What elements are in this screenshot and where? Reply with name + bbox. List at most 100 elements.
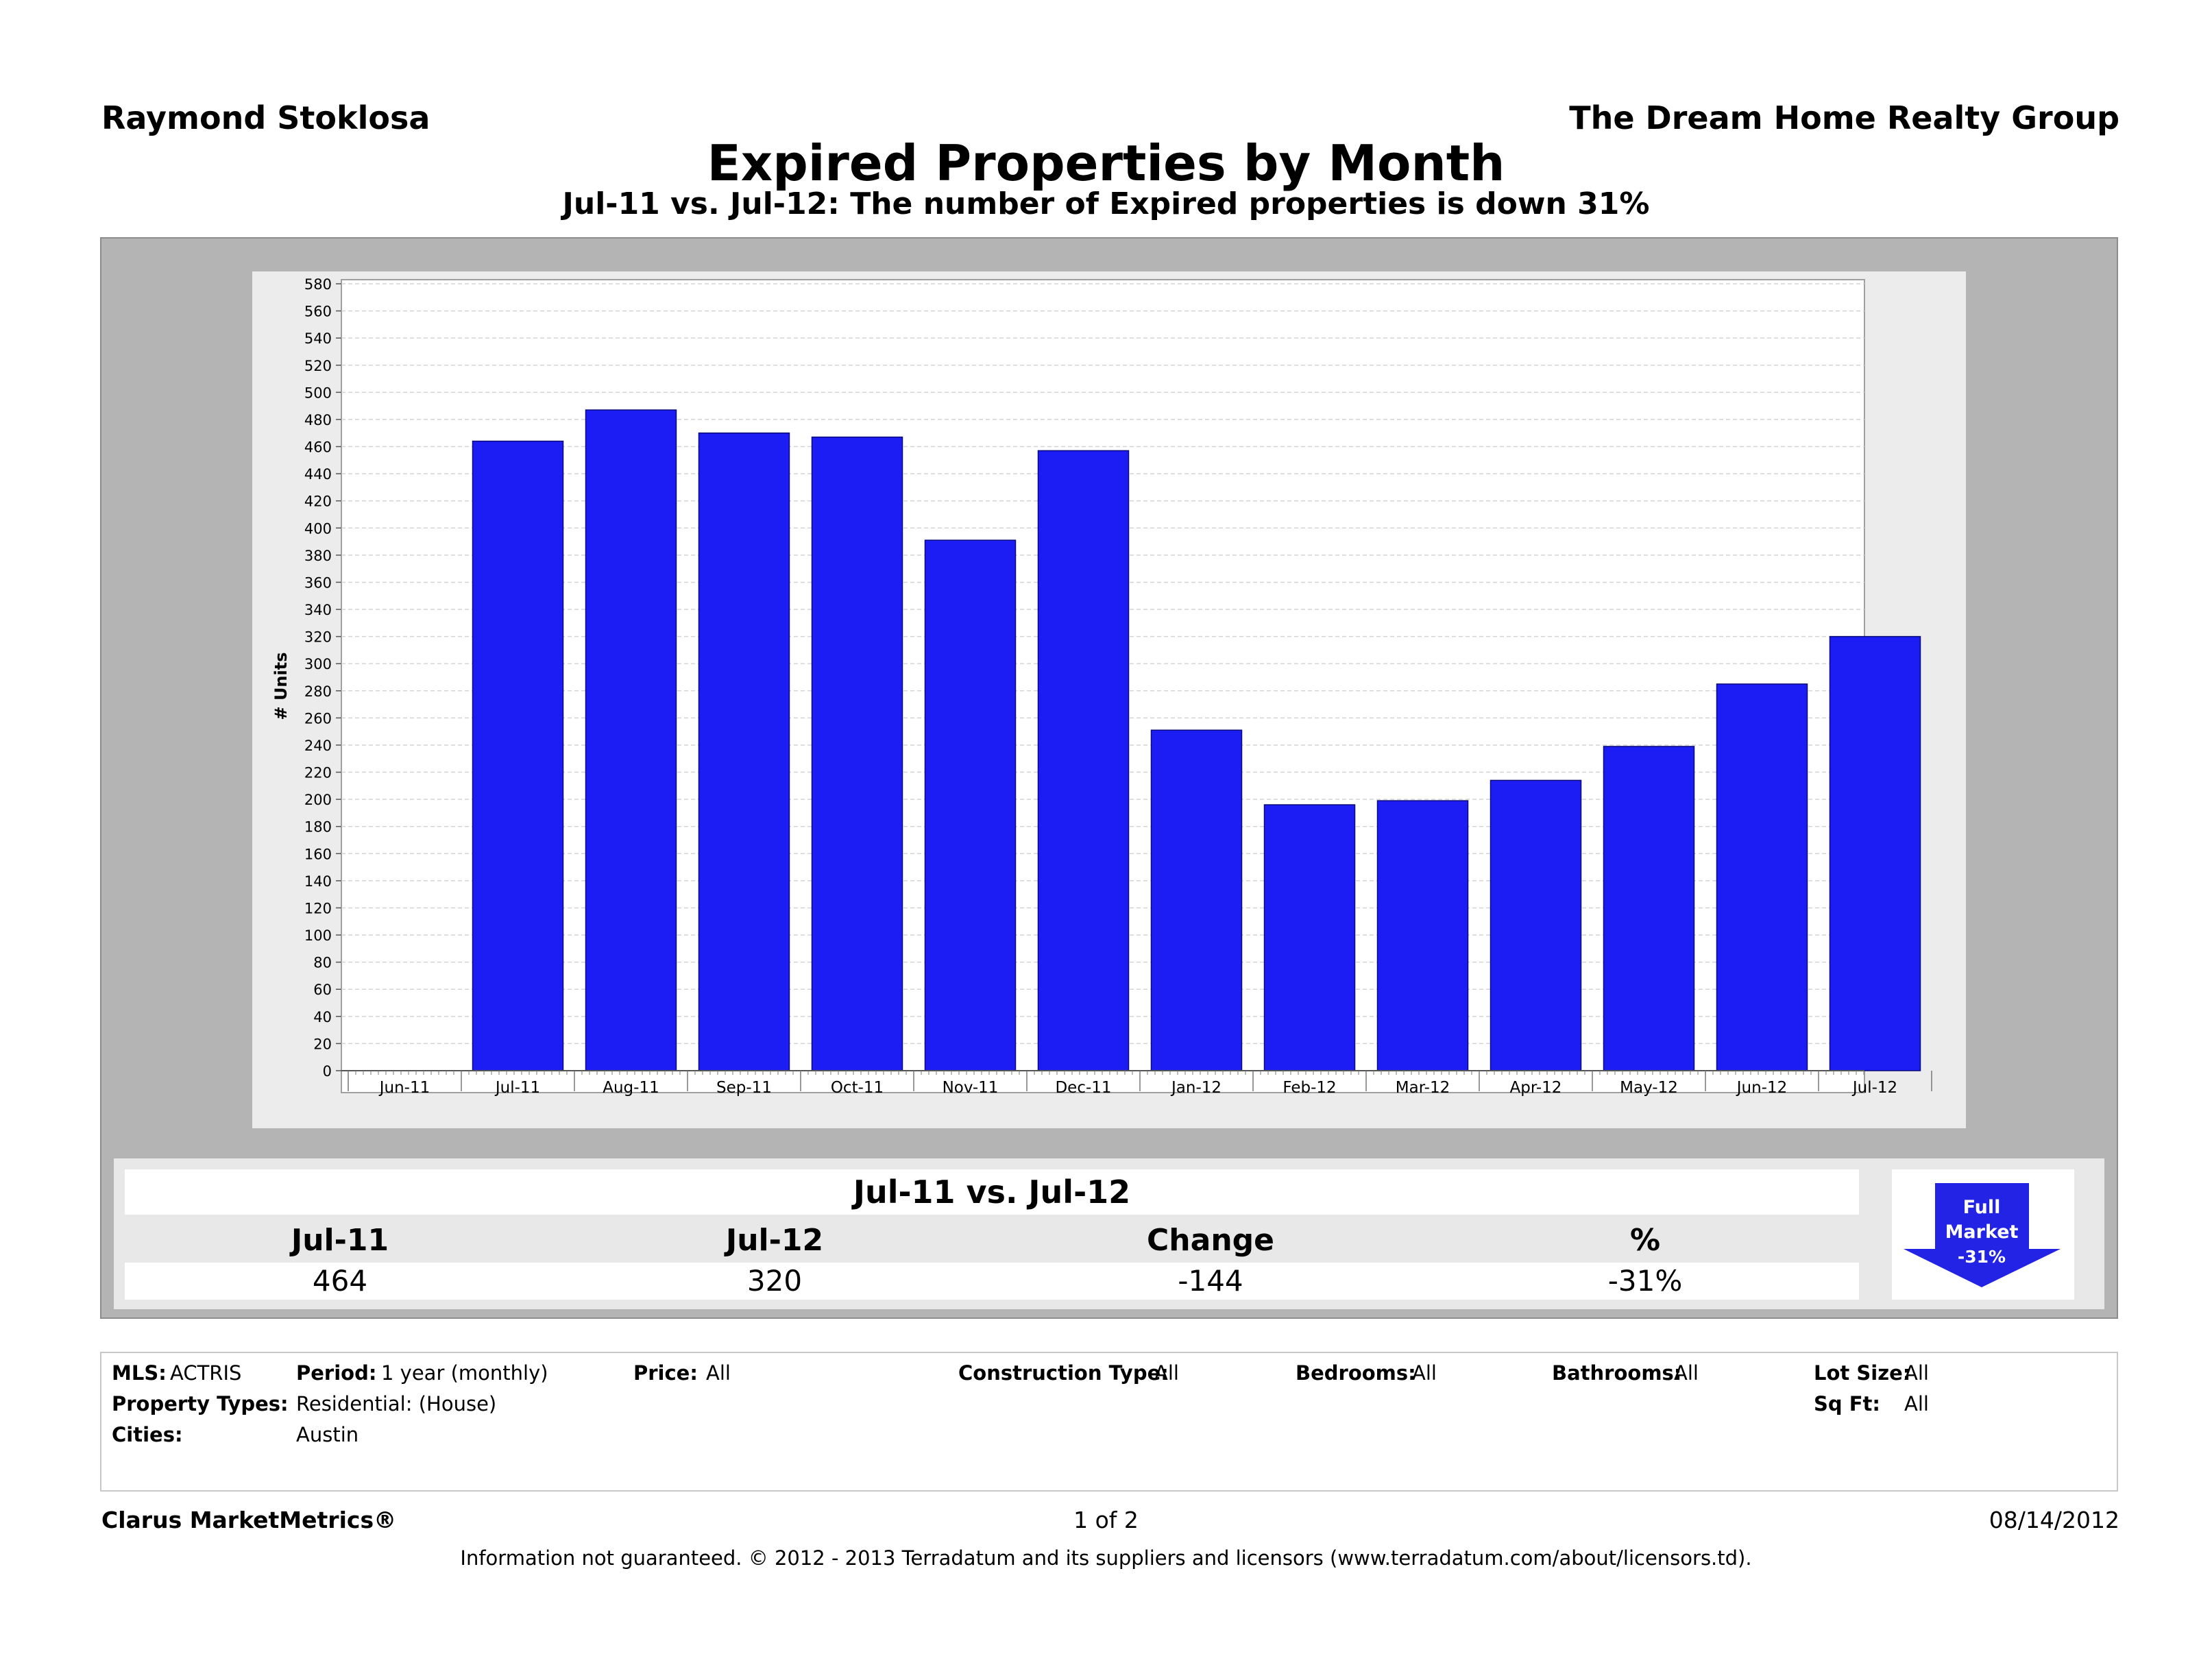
bar-jan-12 xyxy=(1150,729,1243,1071)
property-types-value: Residential: (House) xyxy=(296,1392,497,1415)
bar-jul-12 xyxy=(1829,635,1921,1071)
y-tick-label: 0 xyxy=(323,1063,332,1080)
summary-value-change: -144 xyxy=(1178,1264,1243,1298)
y-tick-label: 420 xyxy=(304,494,332,510)
y-tick-label: 140 xyxy=(304,873,332,890)
filter-box xyxy=(100,1352,2118,1492)
bar-apr-12 xyxy=(1490,779,1582,1071)
summary-value-jul11: 464 xyxy=(312,1264,368,1298)
mls-value: ACTRIS xyxy=(170,1361,242,1385)
cities-label: Cities: xyxy=(112,1423,183,1446)
x-tick-label: Dec-11 xyxy=(1055,1079,1111,1097)
y-tick-label: 60 xyxy=(313,982,332,998)
down-arrow-icon xyxy=(1904,1183,2061,1287)
period-label: Period: xyxy=(296,1361,377,1385)
y-tick-label: 380 xyxy=(304,548,332,564)
summary-value-percent: -31% xyxy=(1607,1264,1683,1298)
mls-label: MLS: xyxy=(112,1361,167,1385)
bar-jun-12 xyxy=(1716,683,1808,1071)
y-tick-label: 520 xyxy=(304,358,332,374)
construction-type-label: Construction Type: xyxy=(958,1361,1169,1385)
summary-title: Jul-11 vs. Jul-12 xyxy=(853,1174,1131,1211)
x-tick-label: Apr-12 xyxy=(1510,1079,1562,1097)
y-tick-label: 100 xyxy=(304,927,332,944)
x-tick-label: Jun-11 xyxy=(378,1079,430,1097)
axes: 0 20 40 60 80 100 120 140 160 180 200 220 240 260 280 3… xyxy=(304,276,1932,1097)
badge-line-1: Full xyxy=(1963,1197,2001,1218)
y-tick-label: 40 xyxy=(313,1009,332,1025)
y-tick-label: 460 xyxy=(304,439,332,456)
y-tick-label: 260 xyxy=(304,710,332,727)
footer-brand: Clarus MarketMetrics® xyxy=(101,1507,397,1533)
price-value: All xyxy=(706,1361,731,1385)
full-market-badge: Full Market -31% xyxy=(1892,1169,2074,1300)
y-tick-label: 240 xyxy=(304,738,332,754)
property-types-label: Property Types: xyxy=(112,1392,289,1415)
bar-mar-12 xyxy=(1376,800,1469,1071)
y-tick-label: 540 xyxy=(304,330,332,347)
bar-nov-11 xyxy=(924,539,1017,1071)
lot-size-value: All xyxy=(1904,1361,1929,1385)
badge-line-2: Market xyxy=(1945,1221,2019,1243)
y-tick-label: 200 xyxy=(304,792,332,808)
summary-header-jul12: Jul-12 xyxy=(725,1223,824,1258)
y-axis-label: # Units xyxy=(271,652,291,720)
bar-feb-12 xyxy=(1263,804,1356,1071)
summary-values-box xyxy=(125,1263,1859,1300)
x-tick-label: Oct-11 xyxy=(831,1079,884,1097)
y-tick-label: 500 xyxy=(304,385,332,401)
footer-disclaimer: Information not guaranteed. © 2012 - 201… xyxy=(460,1546,1752,1570)
bathrooms-value: All xyxy=(1674,1361,1699,1385)
lot-size-label: Lot Size: xyxy=(1814,1361,1911,1385)
chart-panel: 0 20 40 60 80 100 120 140 160 180 200 220 240 260 280 3… xyxy=(252,271,1966,1128)
x-tick-label: Nov-11 xyxy=(943,1079,999,1097)
footer-page-number: 1 of 2 xyxy=(1073,1507,1139,1533)
x-tick-label: Aug-11 xyxy=(603,1079,659,1097)
summary-header-change: Change xyxy=(1147,1223,1274,1258)
y-tick-label: 340 xyxy=(304,602,332,618)
price-label: Price: xyxy=(633,1361,698,1385)
y-tick-label: 280 xyxy=(304,683,332,700)
chart-title: Expired Properties by Month xyxy=(707,134,1505,192)
period-value: 1 year (monthly) xyxy=(381,1361,548,1385)
badge-line-3: -31% xyxy=(1958,1247,2006,1267)
y-tick-label: 400 xyxy=(304,520,332,537)
y-tick-label: 580 xyxy=(304,276,332,293)
company-name: The Dream Home Realty Group xyxy=(1569,99,2119,136)
y-tick-label: 360 xyxy=(304,574,332,591)
bedrooms-value: All xyxy=(1412,1361,1437,1385)
bedrooms-label: Bedrooms: xyxy=(1296,1361,1416,1385)
y-tick-label: 20 xyxy=(313,1036,332,1052)
y-tick-label: 80 xyxy=(313,955,332,971)
y-tick-label: 300 xyxy=(304,656,332,672)
y-tick-label: 120 xyxy=(304,900,332,916)
bar-may-12 xyxy=(1603,746,1695,1071)
y-tick-label: 160 xyxy=(304,846,332,862)
x-tick-label: Jul-12 xyxy=(1851,1079,1897,1097)
y-tick-label: 440 xyxy=(304,466,332,483)
x-tick-label: Mar-12 xyxy=(1396,1079,1450,1097)
summary-title-box xyxy=(125,1169,1859,1215)
agent-name: Raymond Stoklosa xyxy=(101,99,430,136)
x-tick-label: Feb-12 xyxy=(1283,1079,1336,1097)
bar-sep-11 xyxy=(698,432,790,1071)
x-tick-label: Jun-12 xyxy=(1736,1079,1788,1097)
bar-aug-11 xyxy=(585,409,677,1071)
construction-type-value: All xyxy=(1154,1361,1179,1385)
summary-header-percent: % xyxy=(1629,1223,1661,1258)
x-tick-label: May-12 xyxy=(1620,1079,1678,1097)
footer-date: 08/14/2012 xyxy=(1989,1507,2119,1533)
x-tick-label: Sep-11 xyxy=(716,1079,772,1097)
bar-dec-11 xyxy=(1037,450,1130,1071)
summary-value-jul12: 320 xyxy=(746,1264,803,1298)
bars xyxy=(472,409,1921,1071)
y-tick-label: 320 xyxy=(304,629,332,646)
x-tick-label: Jul-11 xyxy=(494,1079,540,1097)
sqft-label: Sq Ft: xyxy=(1814,1392,1881,1415)
x-tick-label: Jan-12 xyxy=(1170,1079,1222,1097)
summary-header-jul11: Jul-11 xyxy=(291,1223,389,1258)
y-tick-label: 480 xyxy=(304,412,332,428)
bathrooms-label: Bathrooms: xyxy=(1552,1361,1682,1385)
sqft-value: All xyxy=(1904,1392,1929,1415)
y-tick-label: 220 xyxy=(304,765,332,781)
